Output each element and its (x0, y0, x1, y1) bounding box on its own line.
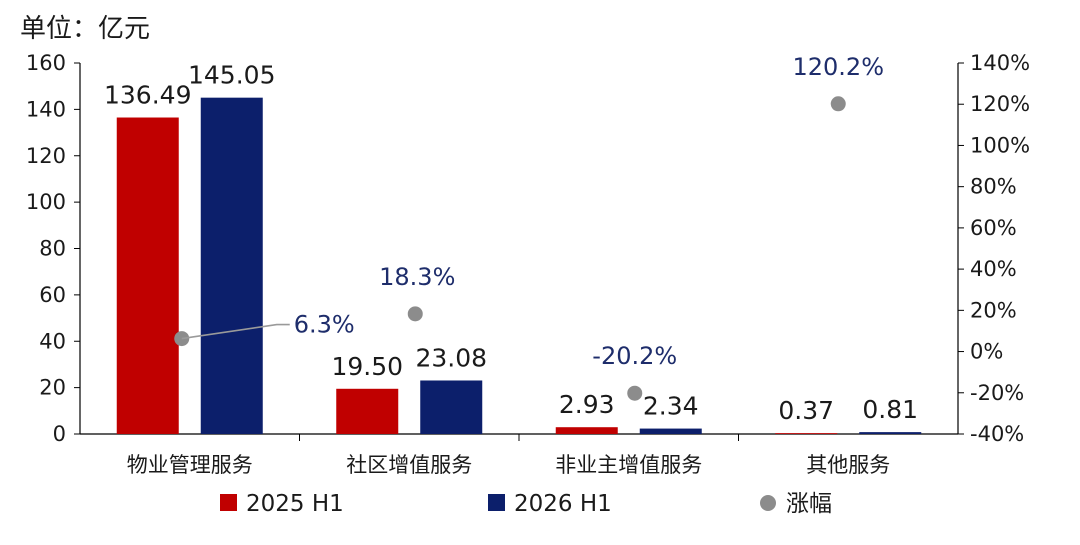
legend-label-2026: 2026 H1 (514, 491, 612, 517)
bar (859, 432, 922, 434)
right-tick-label: -20% (970, 381, 1024, 405)
category-label: 社区增值服务 (346, 453, 472, 477)
right-tick-label: 40% (970, 257, 1017, 281)
bar-value-label: 2.93 (559, 390, 615, 419)
left-tick-label: 80 (39, 237, 66, 261)
right-tick-label: 100% (970, 133, 1030, 157)
bar (200, 97, 263, 434)
bar-value-label: 19.50 (331, 352, 403, 381)
right-tick-label: 120% (970, 92, 1030, 116)
bar (639, 428, 702, 434)
category-label: 其他服务 (806, 453, 890, 477)
bar (420, 380, 483, 434)
growth-point (407, 306, 423, 322)
bar (555, 427, 618, 434)
left-tick-label: 40 (39, 329, 66, 353)
left-tick-label: 60 (39, 283, 66, 307)
bar-value-label: 0.81 (862, 395, 918, 424)
growth-point (627, 385, 643, 401)
left-tick-label: 160 (26, 51, 66, 75)
bar-value-label: 136.49 (104, 81, 191, 110)
growth-value-label: 18.3% (379, 263, 455, 291)
right-tick-label: 140% (970, 51, 1030, 75)
category-label: 非业主增值服务 (555, 453, 702, 477)
left-tick-label: 100 (26, 190, 66, 214)
right-tick-label: 80% (970, 175, 1017, 199)
legend-swatch-growth (760, 495, 776, 511)
growth-value-label: 120.2% (792, 53, 884, 81)
category-label: 物业管理服务 (127, 453, 253, 477)
bars (116, 97, 922, 435)
growth-value-label: 6.3% (294, 311, 355, 339)
growth-points (174, 96, 846, 401)
left-tick-label: 0 (53, 422, 66, 446)
bar-value-label: 23.08 (415, 343, 487, 372)
legend-swatch-2026 (488, 494, 505, 511)
right-tick-label: -40% (970, 422, 1024, 446)
legend: 2025 H1 2026 H1 涨幅 (220, 491, 832, 517)
unit-label: 单位：亿元 (20, 14, 151, 44)
bar (116, 117, 179, 435)
bar-value-label: 2.34 (643, 392, 699, 421)
legend-label-2025: 2025 H1 (246, 491, 344, 517)
bar (775, 433, 838, 434)
left-tick-label: 140 (26, 97, 66, 121)
right-tick-label: 20% (970, 298, 1017, 322)
legend-swatch-2025 (220, 494, 237, 511)
bar-value-label: 145.05 (188, 61, 275, 90)
growth-leader-line (181, 323, 290, 340)
growth-point (830, 96, 846, 112)
bar-value-label: 0.37 (778, 396, 834, 425)
left-tick-label: 20 (39, 376, 66, 400)
left-tick-label: 120 (26, 144, 66, 168)
right-tick-label: 0% (970, 340, 1003, 364)
bar (336, 388, 399, 434)
legend-label-growth: 涨幅 (786, 491, 832, 517)
right-tick-label: 60% (970, 216, 1017, 240)
growth-value-label: -20.2% (592, 342, 677, 370)
